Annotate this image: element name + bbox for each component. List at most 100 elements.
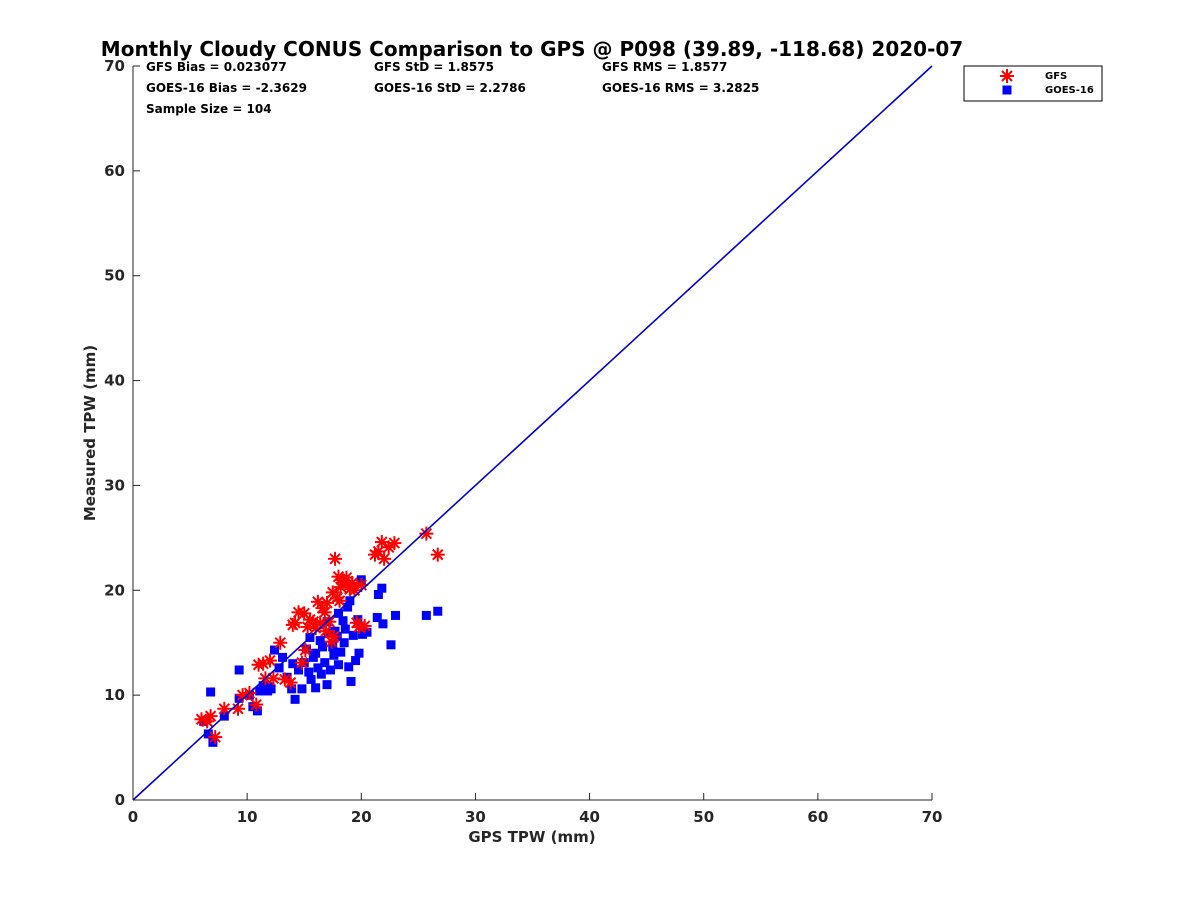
gfs-point — [318, 624, 333, 639]
gfs-point — [349, 615, 364, 630]
goes16-point — [372, 613, 382, 623]
goes-bias-text: GOES-16 Bias = -2.3629 — [146, 81, 307, 95]
goes16-point — [333, 608, 343, 618]
goes16-point — [320, 658, 330, 668]
goes16-point — [346, 677, 356, 687]
gfs-point — [297, 606, 312, 621]
gfs-point — [387, 536, 402, 551]
x-tick-label: 50 — [693, 808, 714, 826]
gfs-point — [430, 547, 445, 562]
gfs-point — [326, 629, 341, 644]
x-tick-label: 40 — [579, 808, 600, 826]
x-tick-label: 60 — [807, 808, 828, 826]
goes16-point — [290, 694, 300, 704]
goes16-point — [322, 680, 332, 690]
x-tick-label: 20 — [351, 808, 372, 826]
y-tick-label: 20 — [104, 581, 125, 599]
x-tick-label: 30 — [465, 808, 486, 826]
gfs-rms-text: GFS RMS = 1.8577 — [602, 60, 727, 74]
gfs-point — [377, 551, 392, 566]
sample-size-text: Sample Size = 104 — [146, 102, 272, 116]
y-tick-label: 50 — [104, 267, 125, 285]
y-tick-label: 10 — [104, 686, 125, 704]
goes16-point — [340, 624, 350, 634]
gfs-point — [208, 730, 223, 745]
gfs-point — [262, 653, 277, 668]
goes16-point — [311, 683, 321, 693]
gfs-point — [419, 526, 434, 541]
goes16-point — [421, 610, 431, 620]
gfs-point — [328, 551, 343, 566]
goes16-point — [344, 662, 354, 672]
goes16-point — [311, 648, 321, 658]
y-tick-label: 60 — [104, 162, 125, 180]
x-tick-label: 10 — [237, 808, 258, 826]
legend-box — [963, 65, 1103, 102]
gfs-point — [298, 643, 313, 658]
goes-std-text: GOES-16 StD = 2.2786 — [374, 81, 526, 95]
gfs-point — [317, 605, 332, 620]
goes16-point — [306, 674, 316, 684]
legend-gfs-label: GFS — [1045, 71, 1067, 82]
goes16-point — [333, 660, 343, 670]
one-to-one-line — [132, 65, 933, 801]
goes16-point — [391, 610, 401, 620]
goes16-point — [304, 667, 314, 677]
goes16-point — [329, 650, 339, 660]
gfs-point — [266, 671, 281, 686]
goes-rms-text: GOES-16 RMS = 3.2825 — [602, 81, 759, 95]
goes16-point — [234, 665, 244, 675]
goes16-point — [297, 684, 307, 694]
y-axis-label: Measured TPW (mm) — [81, 345, 99, 521]
x-tick-label: 70 — [922, 808, 943, 826]
goes16-point — [288, 659, 298, 669]
gfs-point — [273, 635, 288, 650]
y-tick-label: 30 — [104, 476, 125, 494]
gfs-point — [381, 540, 396, 555]
gfs-point — [217, 701, 232, 716]
gfs-series — [194, 526, 445, 745]
chart-title: Monthly Cloudy CONUS Comparison to GPS @… — [101, 37, 963, 61]
goes16-point — [433, 606, 443, 616]
gfs-point — [310, 594, 325, 609]
goes16-point — [274, 663, 284, 673]
goes16-point — [278, 652, 288, 662]
goes16-point — [348, 630, 358, 640]
gfs-point — [374, 535, 389, 550]
gfs-point — [320, 595, 335, 610]
legend-gfs-symbol — [1000, 69, 1014, 83]
gfs-point — [249, 697, 264, 712]
goes16-point — [378, 619, 388, 629]
gfs-point — [203, 709, 218, 724]
gfs-point — [325, 585, 340, 600]
goes16-point — [206, 687, 216, 697]
legend-goes16-symbol — [1002, 85, 1012, 95]
y-tick-label: 70 — [104, 57, 125, 75]
y-tick-label: 40 — [104, 372, 125, 390]
legend-gfs-marker — [1000, 69, 1014, 83]
goes16-point — [351, 656, 361, 666]
goes16-point — [339, 638, 349, 648]
gfs-std-text: GFS StD = 1.8575 — [374, 60, 494, 74]
legend-goes16-label: GOES-16 — [1045, 85, 1094, 96]
goes16-point — [316, 669, 326, 679]
y-tick-label: 0 — [115, 791, 125, 809]
legend: GFS GOES-16 — [963, 65, 1103, 102]
goes16-point — [377, 583, 387, 593]
goes16-point — [386, 640, 396, 650]
x-tick-label: 0 — [128, 808, 138, 826]
goes16-point — [325, 665, 335, 675]
gfs-bias-text: GFS Bias = 0.023077 — [146, 60, 287, 74]
goes16-point — [338, 616, 348, 626]
legend-goes16-marker — [1002, 85, 1012, 95]
goes16-point — [354, 648, 364, 658]
gfs-point — [288, 615, 303, 630]
x-ticks: 0 10 20 30 40 50 60 70 — [128, 793, 943, 826]
gfs-point — [283, 675, 298, 690]
x-axis-label: GPS TPW (mm) — [468, 828, 595, 846]
gfs-point — [294, 655, 309, 670]
goes16-point — [317, 642, 327, 652]
goes16-point — [270, 645, 280, 655]
